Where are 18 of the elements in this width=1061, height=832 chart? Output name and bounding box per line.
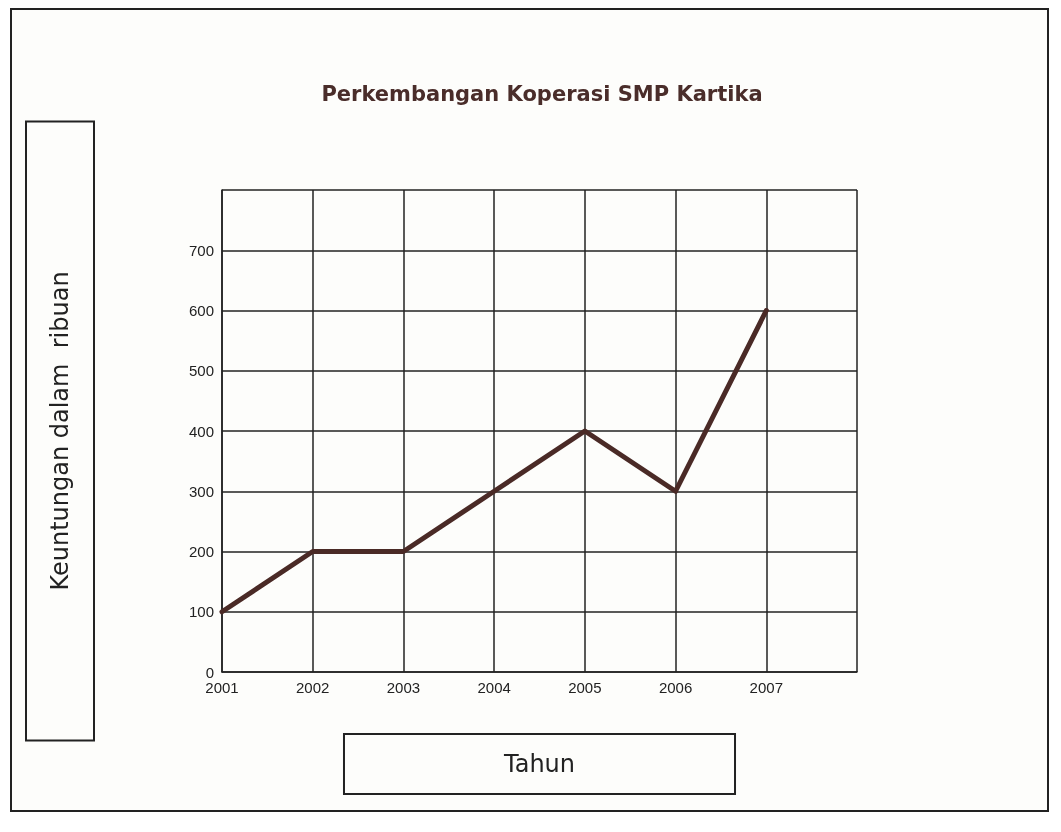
x-tick-label: 2007 [749, 679, 783, 696]
y-tick-label: 500 [188, 362, 214, 380]
y-tick-label: 300 [188, 482, 214, 500]
y-tick-label: 700 [188, 241, 214, 259]
y-tick-label: 100 [188, 603, 214, 621]
x-tick-label: 2006 [658, 679, 693, 696]
x-tick-label: 2005 [568, 679, 602, 696]
y-axis-title: Keuntungan dalam ribuan [46, 271, 74, 591]
y-tick-label: 600 [188, 302, 214, 319]
x-tick-label: 2002 [296, 679, 330, 696]
x-tick-label: 2003 [386, 679, 421, 696]
y-tick-label: 400 [188, 422, 214, 440]
x-tick-label: 2004 [477, 679, 511, 696]
y-tick-label: 0 [205, 663, 214, 681]
chart-title: Perkembangan Koperasi SMP Kartika [321, 81, 763, 106]
x-axis-title: Tahun [502, 750, 576, 778]
x-tick-label: 2001 [205, 679, 239, 696]
y-tick-label: 200 [188, 543, 214, 560]
